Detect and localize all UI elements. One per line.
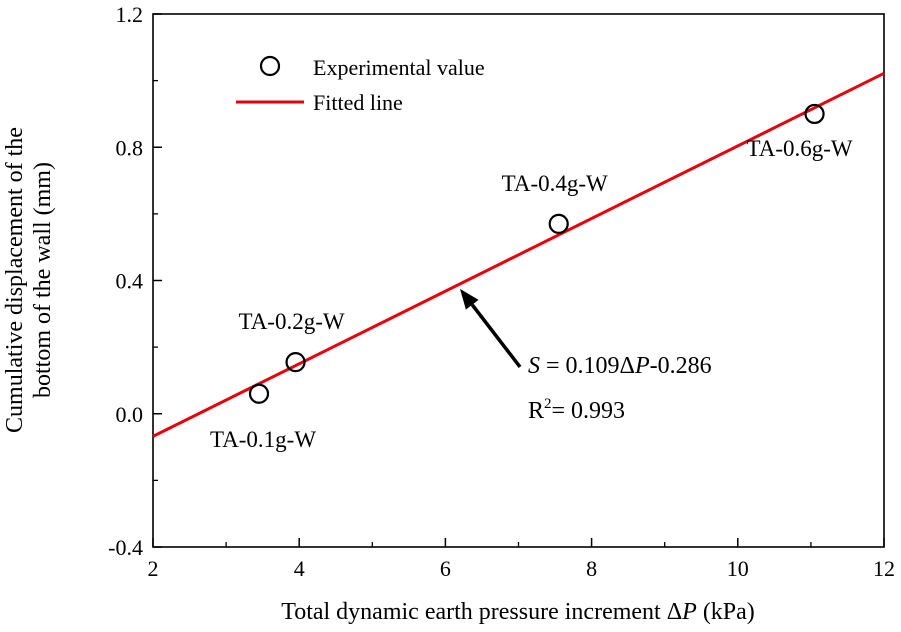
- point-label: TA-0.2g-W: [238, 309, 344, 334]
- data-point: [285, 352, 306, 373]
- legend-label-experimental: Experimental value: [313, 55, 485, 80]
- ticks: 2 4 6 8 10 12 -0.4 0.0 0.4 0.8 1.2: [108, 2, 895, 581]
- legend: Experimental value Fitted line: [236, 55, 485, 115]
- fitted-line-layer: [152, 71, 885, 438]
- x-axis-title: Total dynamic earth pressure increment Δ…: [281, 599, 755, 625]
- legend-marker-experimental: [259, 55, 281, 77]
- regression-equation: S = 0.109ΔP-0.286: [528, 353, 712, 379]
- annotation-arrow-head: [460, 288, 479, 310]
- x-tick-label: 6: [440, 556, 451, 581]
- data-point: [248, 383, 270, 404]
- legend-label-fitted-line: Fitted line: [313, 90, 403, 115]
- y-tick-label: -0.4: [108, 535, 143, 560]
- points-layer: [248, 103, 825, 404]
- r-squared: R2= 0.993: [528, 396, 625, 424]
- y-tick-label: 0.0: [116, 402, 144, 427]
- y-tick-label: 1.2: [116, 2, 144, 27]
- plot-frame: [152, 13, 885, 548]
- point-label: TA-0.4g-W: [502, 171, 608, 196]
- point-labels-layer: TA-0.1g-W TA-0.2g-W TA-0.4g-W TA-0.6g-W: [210, 136, 853, 452]
- x-tick-label: 8: [586, 556, 597, 581]
- regression-annotation: S = 0.109ΔP-0.286 R2= 0.993: [460, 288, 712, 424]
- y-axis-title-line-1: Cumulative displacement of the: [2, 127, 28, 433]
- y-axis-title-group: Cumulative displacement of the bottom of…: [2, 127, 56, 433]
- x-tick-label: 4: [294, 556, 305, 581]
- y-tick-label: 0.4: [116, 269, 144, 294]
- x-tick-label: 12: [873, 556, 895, 581]
- point-label: TA-0.6g-W: [747, 136, 853, 161]
- y-tick-label: 0.8: [116, 135, 144, 160]
- x-tick-label: 10: [727, 556, 749, 581]
- fitted-line: [152, 71, 885, 438]
- axes: [152, 13, 885, 548]
- x-tick-label: 2: [148, 556, 159, 581]
- data-point: [548, 213, 569, 234]
- data-point: [804, 103, 825, 125]
- point-label: TA-0.1g-W: [210, 427, 316, 452]
- annotation-arrow: [470, 303, 522, 368]
- y-axis-title-line-2: bottom of the wall (mm): [30, 162, 56, 398]
